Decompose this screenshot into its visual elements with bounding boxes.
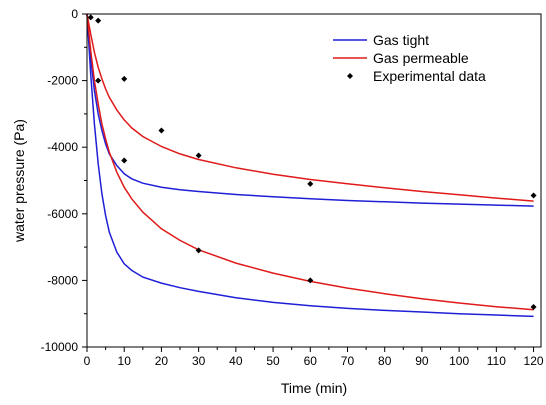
- data-point-experimental: [307, 180, 314, 187]
- y-tick-label: -10000: [41, 340, 79, 354]
- y-tick-label: -4000: [47, 140, 78, 154]
- data-point-experimental: [121, 75, 128, 82]
- series-line-gas-tight-upper: [86, 13, 534, 207]
- x-tick-label: 100: [449, 354, 469, 368]
- series-line-gas-permeable-upper: [86, 13, 534, 202]
- x-tick-label: 60: [304, 354, 318, 368]
- x-tick-label: 40: [229, 354, 243, 368]
- data-point-experimental: [87, 14, 94, 21]
- y-axis-title: water pressure (Pa): [11, 119, 27, 243]
- x-tick-label: 20: [155, 354, 169, 368]
- y-tick-label: -6000: [47, 207, 78, 221]
- data-point-experimental: [530, 304, 537, 311]
- axis-ticks: 0 10 20 30 40 50 60 70 80 90 100 110 120 0 -2000 -4000 -…: [41, 7, 544, 368]
- legend-marker-experimental-data: [347, 73, 353, 79]
- legend-label-experimental-data: Experimental data: [373, 68, 486, 84]
- y-tick-label: -8000: [47, 273, 78, 287]
- x-tick-label: 50: [266, 354, 280, 368]
- x-tick-label: 90: [415, 354, 429, 368]
- series-line-gas-permeable-lower: [86, 13, 534, 311]
- x-tick-label: 10: [118, 354, 132, 368]
- y-tick-label: -2000: [47, 74, 78, 88]
- data-point-experimental: [158, 127, 165, 134]
- x-axis-title: Time (min): [281, 380, 347, 396]
- x-tick-label: 70: [341, 354, 355, 368]
- series-line-gas-tight-lower: [86, 13, 534, 318]
- x-tick-label: 110: [487, 354, 506, 368]
- plot-frame: [86, 13, 542, 348]
- legend: Gas tight Gas permeable Experimental dat…: [333, 32, 486, 84]
- data-point-experimental: [530, 192, 537, 199]
- data-point-experimental: [121, 157, 128, 164]
- y-tick-label: 0: [71, 7, 78, 21]
- data-point-experimental: [95, 17, 102, 24]
- data-point-experimental: [195, 247, 202, 254]
- legend-label-gas-tight: Gas tight: [373, 32, 429, 48]
- legend-label-gas-permeable: Gas permeable: [373, 50, 469, 66]
- plot-area: [86, 13, 537, 318]
- x-tick-label: 120: [524, 354, 544, 368]
- x-tick-label: 30: [192, 354, 206, 368]
- data-point-experimental: [307, 277, 314, 284]
- x-tick-label: 80: [378, 354, 392, 368]
- x-tick-label: 0: [84, 354, 91, 368]
- data-point-experimental: [95, 77, 102, 84]
- data-point-experimental: [195, 152, 202, 159]
